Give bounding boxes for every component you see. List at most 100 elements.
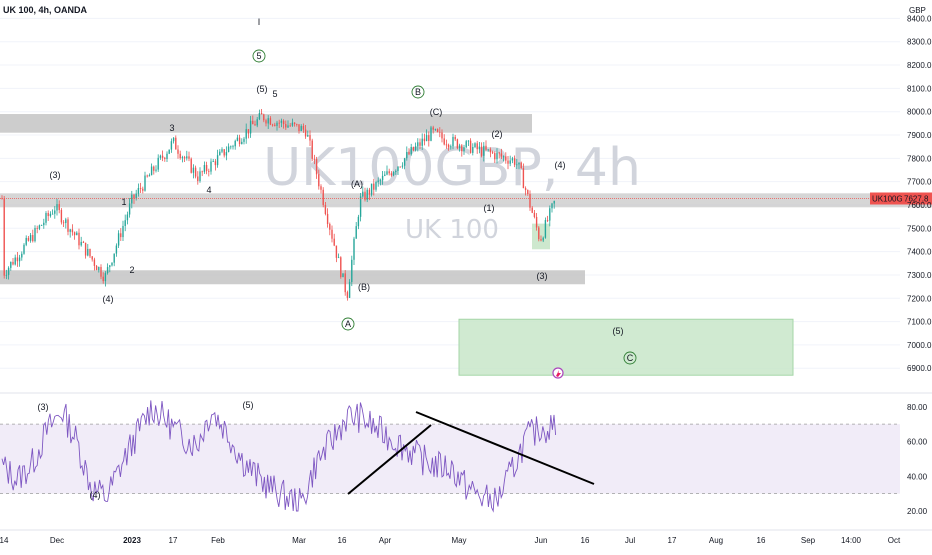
candle-body — [142, 188, 144, 191]
rsi-y-tick-label: 40.00 — [907, 472, 928, 481]
rsi-band — [0, 424, 900, 494]
candle-body — [370, 183, 373, 195]
zone-support[interactable] — [0, 270, 585, 285]
candle-body — [234, 140, 236, 147]
candle-body — [379, 180, 382, 182]
candle-body — [95, 265, 98, 271]
wave-label: I — [258, 17, 261, 27]
candle-body — [194, 167, 197, 177]
candle-body — [181, 157, 184, 159]
candle-body — [511, 158, 514, 161]
price-tag-value: 7627.8 — [904, 194, 929, 203]
candle-body — [326, 213, 329, 224]
candle-body — [241, 141, 243, 144]
candle-body — [298, 124, 300, 132]
candle-body — [496, 152, 498, 160]
candle-body — [32, 235, 34, 242]
rsi-wave-label: (5) — [243, 400, 254, 410]
candle-body — [412, 146, 415, 151]
zone-support[interactable] — [0, 193, 932, 208]
candle-body — [249, 120, 252, 134]
x-tick-label: 16 — [338, 536, 347, 545]
candle-body — [205, 165, 208, 171]
candle-body — [276, 122, 278, 126]
candle-body — [359, 196, 362, 217]
candle-body — [183, 157, 186, 159]
candle-body — [351, 259, 353, 283]
rsi-line[interactable] — [1, 400, 557, 513]
candle-body — [243, 138, 245, 142]
candle-body — [135, 193, 137, 199]
candle-body — [263, 114, 265, 121]
candle-body — [82, 241, 85, 243]
candle-body — [287, 125, 289, 128]
candle-body — [214, 161, 217, 166]
wave-label: C — [627, 353, 634, 363]
candle-body — [500, 153, 503, 157]
candle-body — [104, 273, 107, 282]
candle-body — [256, 119, 258, 126]
candle-body — [364, 191, 366, 200]
candle-body — [324, 205, 327, 214]
wave-label: 4 — [206, 185, 211, 195]
candle-body — [223, 149, 225, 156]
candle-body — [109, 265, 111, 268]
candle-body — [36, 227, 38, 229]
candle-body — [164, 157, 166, 159]
y-tick-label: 7600.0 — [907, 201, 932, 210]
candle-body — [252, 120, 254, 125]
candle-body — [43, 222, 45, 226]
candle-body — [300, 126, 302, 132]
candle-body — [443, 138, 445, 145]
wave-label: (3) — [50, 170, 61, 180]
y-tick-label: 8100.0 — [907, 84, 932, 93]
candle-body — [210, 161, 212, 172]
candle-body — [436, 129, 439, 132]
wave-label: (A) — [351, 179, 363, 189]
candle-body — [203, 165, 206, 172]
candle-body — [456, 139, 459, 149]
candle-body — [518, 162, 520, 165]
candle-body — [384, 174, 386, 176]
candle-body — [489, 149, 492, 153]
candle-body — [1, 198, 3, 200]
candle-body — [168, 149, 170, 154]
candle-body — [507, 160, 509, 164]
candle-body — [146, 175, 148, 177]
x-tick-label: Sep — [801, 536, 816, 545]
watermark-symbol: UK100GBP, 4h — [263, 138, 641, 198]
candle-body — [399, 166, 401, 168]
zone-target[interactable] — [458, 318, 794, 376]
candle-body — [318, 174, 320, 187]
candle-body — [126, 214, 129, 221]
x-tick-label: Oct — [888, 536, 901, 545]
y-tick-label: 7300.0 — [907, 271, 932, 280]
candle-body — [483, 145, 485, 156]
candle-body — [98, 267, 100, 271]
wave-label: (5) — [257, 84, 268, 94]
candle-body — [38, 225, 41, 229]
candle-body — [333, 238, 335, 246]
candle-body — [7, 267, 10, 275]
x-tick-label: 16 — [757, 536, 766, 545]
candle-body — [467, 140, 470, 142]
x-tick-label: 2023 — [123, 536, 141, 545]
candle-body — [212, 161, 214, 162]
axis-currency-label: GBP — [909, 6, 926, 15]
candle-body — [166, 153, 168, 159]
candle-body — [238, 137, 241, 144]
y-tick-label: 7900.0 — [907, 131, 932, 140]
candle-body — [23, 244, 25, 254]
candle-body — [516, 164, 518, 166]
candle-body — [282, 120, 285, 125]
rsi-trendline-down[interactable] — [415, 411, 595, 485]
candle-body — [296, 124, 298, 125]
candle-body — [498, 152, 500, 154]
candle-body — [542, 237, 544, 241]
candle-body — [278, 122, 280, 124]
candle-body — [520, 162, 522, 169]
candle-body — [335, 245, 338, 258]
candle-body — [304, 129, 307, 137]
rsi-trendline-up[interactable] — [347, 424, 432, 495]
